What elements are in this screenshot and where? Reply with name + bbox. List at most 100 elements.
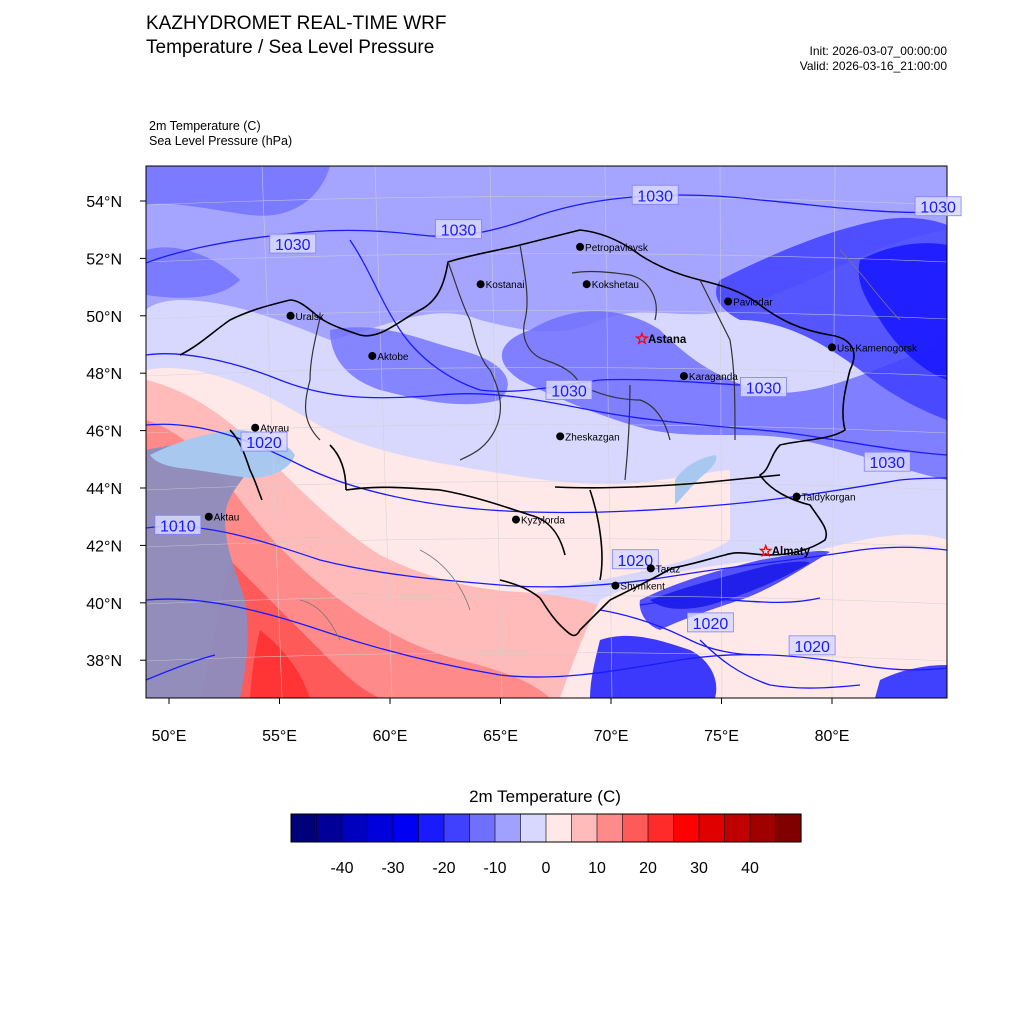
city-label: Kyzylorda — [521, 516, 565, 527]
dot-icon — [724, 297, 733, 306]
dot-icon — [611, 581, 620, 590]
svg-text:1030: 1030 — [746, 381, 782, 398]
longitude-label: 55°E — [262, 728, 297, 745]
city-label: Ust-Kamenogorsk — [837, 343, 918, 354]
colorbar-swatch — [494, 813, 522, 843]
city-marker: Karaganda — [679, 372, 738, 383]
map-frame — [145, 165, 948, 699]
latitude-labels: 54°N 52°N 50°N 48°N 46°N 44°N 42°N 40°N 38°N — [86, 194, 122, 670]
temperature-field-label: 2m Temperature (C) — [149, 119, 261, 133]
city-marker: Pavlodar — [724, 297, 773, 308]
svg-text:1030: 1030 — [869, 455, 905, 472]
city-marker: Taraz — [646, 564, 680, 575]
city-marker: Taldykorgan — [792, 492, 856, 504]
longitude-label: 75°E — [704, 728, 739, 745]
title-line-1: KAZHYDROMET REAL-TIME WRF — [146, 13, 447, 34]
city-marker: Uralsk — [286, 311, 325, 323]
latitude-label: 38°N — [86, 653, 122, 670]
dot-icon — [582, 280, 591, 289]
colorbar-swatch — [469, 813, 496, 843]
city-markers: Petropavlovsk Kostanai Kokshetau Pavlodar Ur… — [204, 242, 918, 593]
dot-icon — [204, 512, 213, 521]
city-marker: Kokshetau — [582, 280, 639, 291]
colorbar-swatch — [367, 813, 394, 843]
svg-text:1030: 1030 — [441, 223, 477, 240]
isobar-label: 1030 — [631, 184, 679, 205]
city-label: Kostanai — [486, 280, 525, 291]
capital-label: Astana — [648, 334, 687, 346]
colorbar-tick-label: -10 — [483, 860, 507, 877]
star-icon — [758, 543, 773, 558]
map-fill — [146, 166, 947, 698]
longitude-label: 80°E — [815, 728, 850, 745]
capital-marker: Astana — [634, 331, 687, 346]
colorbar-swatch — [596, 813, 624, 843]
svg-text:1020: 1020 — [693, 616, 729, 633]
isobar-label: 1010 — [154, 514, 202, 535]
city-label: Aktobe — [377, 352, 409, 363]
latitude-label: 40°N — [86, 596, 122, 613]
city-marker: Atyrau — [251, 423, 289, 435]
svg-text:1020: 1020 — [618, 553, 654, 570]
colorbar-swatch — [392, 813, 420, 843]
svg-text:1020: 1020 — [246, 435, 282, 452]
dot-icon — [368, 351, 377, 360]
colorbar-swatch — [443, 813, 471, 843]
city-label: Zheskazgan — [565, 432, 619, 443]
dot-icon — [828, 343, 836, 352]
colorbar-swatch — [418, 813, 445, 843]
svg-text:1030: 1030 — [920, 200, 956, 217]
colorbar-tick-label: -30 — [381, 860, 405, 877]
dot-icon — [576, 242, 585, 251]
capital-label: Almaty — [772, 546, 811, 558]
dot-icon — [679, 372, 688, 381]
colorbar-tick-label: -40 — [330, 860, 354, 877]
latitude-label: 48°N — [86, 366, 122, 383]
city-label: Taldykorgan — [802, 493, 856, 504]
isobar-label: 1020 — [611, 549, 659, 570]
colorbar-swatch — [571, 813, 598, 843]
city-marker: Ust-Kamenogorsk — [828, 343, 918, 354]
init-time: Init: 2026-03-07_00:00:00 — [809, 44, 947, 58]
dot-icon — [556, 432, 565, 441]
longitude-label: 65°E — [483, 728, 518, 745]
colorbar-tick-label: -20 — [432, 860, 456, 877]
svg-text:1030: 1030 — [275, 237, 311, 254]
latitude-label: 44°N — [86, 481, 122, 498]
temperature-colorbar — [290, 813, 802, 843]
colorbar-swatch — [622, 813, 649, 843]
isobar-label: 1030 — [545, 380, 593, 400]
dot-icon — [792, 492, 801, 501]
latitude-label: 54°N — [86, 194, 122, 211]
title-line-2: Temperature / Sea Level Pressure — [146, 37, 435, 58]
capital-marker: Almaty — [758, 543, 811, 558]
dot-icon — [476, 280, 485, 289]
colorbar-swatch — [341, 813, 369, 843]
isobar-label: 1030 — [740, 377, 787, 398]
city-label: Aktau — [214, 513, 240, 524]
latitude-label: 50°N — [86, 309, 122, 326]
longitude-label: 50°E — [152, 728, 187, 745]
colorbar-swatch — [749, 813, 777, 843]
city-marker: Aktobe — [368, 351, 409, 363]
colorbar-swatch — [673, 813, 700, 843]
dot-icon — [286, 311, 295, 320]
city-label: Petropavlovsk — [585, 243, 649, 254]
city-marker: Petropavlovsk — [576, 242, 649, 254]
city-label: Shymkent — [620, 582, 665, 593]
colorbar-tick-label: 40 — [741, 860, 759, 877]
colorbar-swatch — [724, 813, 751, 843]
colorbar-tick-label: 10 — [588, 860, 606, 877]
svg-text:1030: 1030 — [637, 188, 673, 205]
svg-text:1020: 1020 — [794, 639, 830, 656]
colorbar-swatch — [775, 813, 802, 843]
city-label: Kokshetau — [592, 280, 639, 291]
isobar-label: 1030 — [269, 233, 317, 254]
dot-icon — [251, 423, 260, 432]
colorbar-tick-label: 0 — [541, 860, 551, 877]
colorbar-swatch — [290, 813, 318, 843]
isobar-label: 1030 — [914, 196, 962, 217]
latitude-label: 52°N — [86, 251, 122, 268]
star-icon — [634, 331, 649, 345]
isobar-label: 1020 — [687, 612, 734, 633]
